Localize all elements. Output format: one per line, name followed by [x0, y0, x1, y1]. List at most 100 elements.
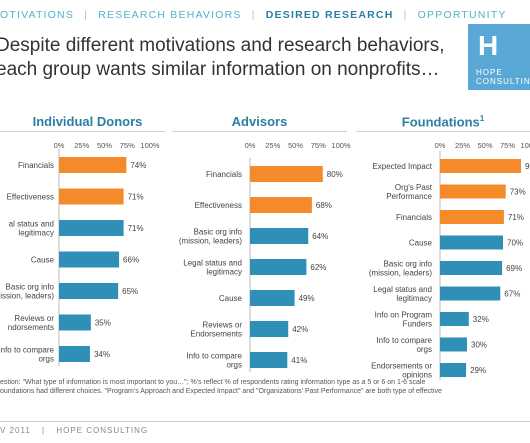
panel-divider	[356, 131, 530, 132]
nav-item-research-behaviors[interactable]: RESEARCH BEHAVIORS	[98, 9, 242, 21]
category-label: nfo to compare	[1, 346, 55, 355]
bar-foundations-7	[440, 337, 467, 352]
bar-advisors-1	[250, 197, 312, 213]
category-label: (mission, leaders)	[179, 237, 242, 246]
data-label: 35%	[95, 319, 111, 328]
tick-label: 0%	[435, 141, 446, 150]
tick-label: 50%	[477, 141, 492, 150]
category-label: legitimacy	[206, 268, 242, 277]
bar-individual-donors-5	[59, 314, 91, 331]
category-label: Info to compare	[376, 336, 432, 345]
bar-foundations-0	[440, 159, 521, 173]
category-label: Basic org info	[6, 283, 55, 292]
bar-foundations-1	[440, 184, 506, 199]
category-label: Info to compare	[186, 352, 242, 361]
footnote-line-2: oundations had different choices. "Progr…	[0, 388, 442, 395]
tick-label: 50%	[97, 141, 112, 150]
data-label: 71%	[128, 193, 144, 202]
tick-label: 75%	[120, 141, 135, 150]
bar-foundations-8	[440, 363, 467, 377]
nav-item-desired-research[interactable]: DESIRED RESEARCH	[265, 9, 394, 21]
category-label: Cause	[409, 239, 433, 248]
data-label: 71%	[508, 213, 524, 222]
bar-foundations-6	[440, 312, 469, 326]
data-label: 65%	[122, 287, 138, 296]
bar-advisors-6	[250, 352, 288, 368]
data-label: 30%	[471, 341, 487, 350]
bar-advisors-3	[250, 259, 307, 275]
category-label: Expected Impact	[372, 162, 432, 171]
data-label: 73%	[510, 188, 526, 197]
data-label: 69%	[506, 264, 522, 273]
category-label: Basic org info	[384, 260, 433, 269]
category-label: Info on Program	[375, 311, 433, 320]
data-label: 49%	[299, 294, 315, 303]
footer-company: HOPE CONSULTING	[56, 426, 149, 435]
nav-separator: |	[403, 9, 408, 21]
bar-advisors-0	[250, 166, 323, 182]
tick-label: 75%	[500, 141, 515, 150]
category-label: ndorsements	[8, 323, 54, 332]
tick-label: 25%	[74, 141, 89, 150]
category-label: Financials	[18, 161, 54, 170]
bar-individual-donors-0	[59, 157, 127, 173]
data-label: 64%	[312, 232, 328, 241]
footnote-line-1: estion: "What type of information is mos…	[0, 379, 426, 386]
nav-separator: |	[84, 9, 89, 21]
bar-individual-donors-3	[59, 251, 120, 268]
category-label: Legal status and	[183, 259, 242, 268]
data-label: 68%	[316, 201, 332, 210]
logo-text-consulting: CONSULTING	[476, 77, 530, 86]
panel-title-text: Individual Donors	[32, 114, 143, 129]
data-label: 62%	[310, 263, 326, 272]
headline-line-1: Despite different motivations and resear…	[0, 35, 445, 56]
data-label: 80%	[327, 170, 343, 179]
category-label: orgs	[38, 355, 54, 364]
footnote: estion: "What type of information is mos…	[0, 378, 530, 396]
category-label: al status and	[9, 220, 54, 229]
category-label: Effectiveness	[195, 201, 242, 210]
tick-label: 100%	[331, 141, 351, 150]
category-label: Org's Past	[395, 183, 433, 192]
panel-divider	[0, 131, 165, 132]
category-label: ission, leaders)	[0, 292, 54, 301]
category-label: Financials	[206, 170, 242, 179]
panel-title-foundations: Foundations1	[356, 114, 530, 129]
logo-mark: H	[478, 30, 498, 61]
category-label: Cause	[31, 256, 55, 265]
category-label: Endorsements or	[371, 362, 432, 371]
slide-footer: V 2011 | HOPE CONSULTING	[0, 426, 156, 435]
category-label: (mission, leaders)	[369, 269, 432, 278]
tick-label: 75%	[311, 141, 326, 150]
category-label: Cause	[219, 294, 243, 303]
data-label: 29%	[470, 366, 486, 375]
data-label: 70%	[507, 239, 523, 248]
panel-title-footnote-mark: 1	[479, 114, 485, 123]
tick-label: 0%	[54, 141, 65, 150]
section-nav: OTIVATIONS | RESEARCH BEHAVIORS | DESIRE…	[0, 9, 530, 21]
bar-advisors-5	[250, 321, 289, 337]
category-label: Basic org info	[194, 228, 243, 237]
tick-label: 100%	[520, 141, 530, 150]
panel-divider	[172, 131, 347, 132]
data-label: 67%	[504, 290, 520, 299]
bar-individual-donors-6	[59, 346, 90, 362]
category-label: Endorsements	[190, 330, 242, 339]
data-label: 42%	[292, 325, 308, 334]
category-label: Reviews or	[14, 314, 54, 323]
category-label: legitimacy	[18, 229, 54, 238]
tick-label: 0%	[245, 141, 256, 150]
tick-label: 25%	[455, 141, 470, 150]
bar-foundations-2	[440, 210, 504, 224]
headline-line-2: each group wants similar information on …	[0, 59, 440, 80]
nav-item-opportunity[interactable]: OPPORTUNITY	[417, 9, 507, 21]
panel-title-text: Advisors	[231, 114, 288, 129]
category-label: legitimacy	[396, 294, 432, 303]
panel-title-individual-donors: Individual Donors	[0, 114, 175, 129]
tick-label: 25%	[265, 141, 280, 150]
nav-item-motivations[interactable]: OTIVATIONS	[0, 9, 75, 21]
footer-separator: |	[42, 426, 46, 435]
category-label: Legal status and	[373, 285, 432, 294]
category-label: Funders	[403, 320, 432, 329]
data-label: 71%	[128, 224, 144, 233]
